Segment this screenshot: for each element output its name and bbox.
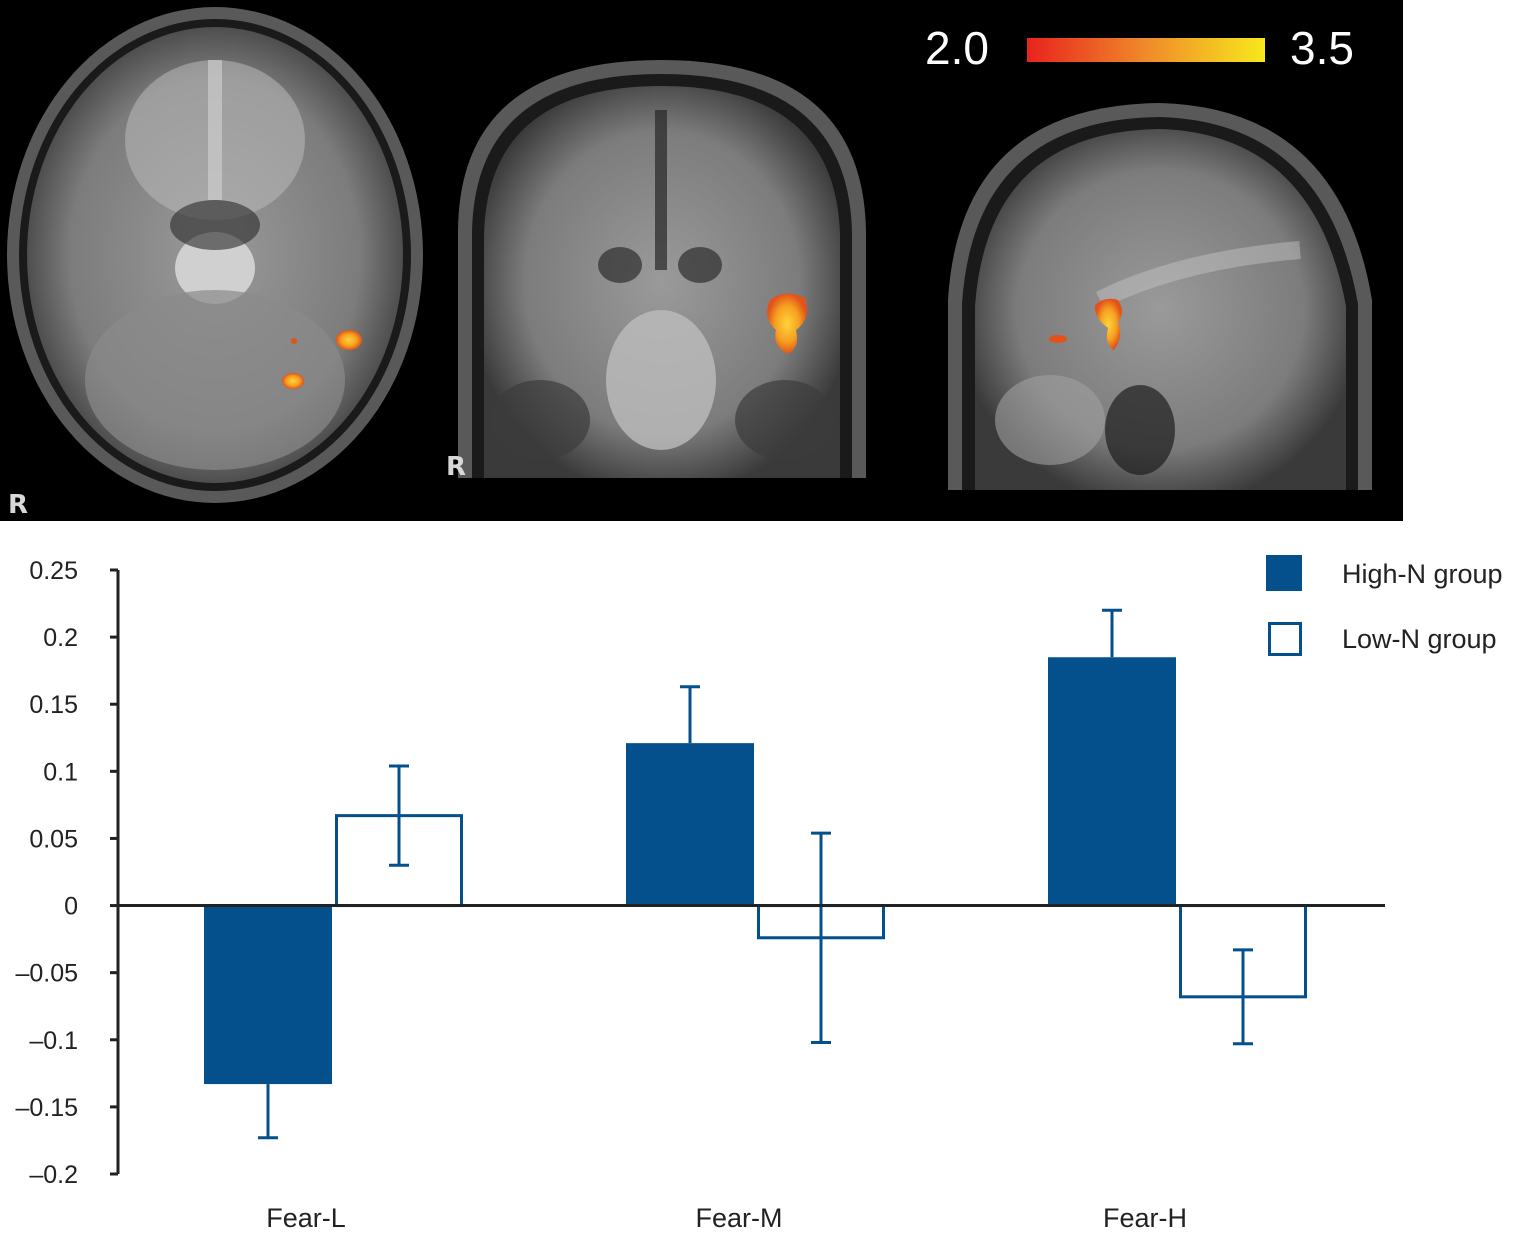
colorbar-gradient [1027,38,1265,62]
activation-blob [282,373,304,389]
scale-max-label: 3.5 [1290,22,1354,74]
x-category-label: Fear-H [1103,1203,1187,1233]
legend-label: Low-N group [1342,624,1497,654]
activation-blob [767,293,808,354]
legend-swatch-low-n [1268,622,1302,656]
y-tick-label: 0.25 [29,557,78,585]
color-scale-bar: 2.0 3.5 [925,22,1354,74]
bar-chart: 0.25 0.2 0.15 0.1 0.05 0 –0.05 –0.1 –0.15 –0.2 Fe… [15,555,1503,1233]
y-tick-label: 0 [64,893,78,921]
scale-min-label: 2.0 [925,22,989,74]
y-tick-label: –0.2 [29,1161,78,1189]
x-category-label: Fear-M [696,1203,783,1233]
orientation-label-right: R [446,452,466,482]
y-tick-label: –0.15 [15,1094,78,1122]
bar-high-n [204,905,332,1085]
orientation-label-right: R [8,490,28,520]
bar-high-n [626,743,754,906]
y-axis: 0.25 0.2 0.15 0.1 0.05 0 –0.05 –0.1 –0.15 –0.2 [15,557,120,1189]
activation-blob [1094,298,1122,350]
x-category-label: Fear-L [266,1203,346,1233]
legend: High-N group Low-N group [1266,555,1503,656]
y-tick-label: 0.1 [43,758,78,786]
y-tick-label: 0.15 [29,691,78,719]
legend-label: High-N group [1342,559,1503,589]
sagittal-brain-slice [948,103,1372,490]
brain-activation-figure: R R 2.0 3.5 [0,0,1403,521]
x-axis-labels: Fear-L Fear-M Fear-H [266,1203,1187,1233]
bar-high-n [1048,657,1176,906]
activation-blob [336,330,362,350]
bar-series [118,608,1385,1140]
y-tick-label: –0.1 [29,1027,78,1055]
activation-blob [1049,335,1067,343]
legend-swatch-high-n [1266,555,1302,591]
axial-brain-slice [7,7,423,503]
y-tick-label: –0.05 [15,960,78,988]
y-tick-label: 0.05 [29,825,78,853]
y-tick-label: 0.2 [43,624,78,652]
coronal-brain-slice [458,60,866,478]
